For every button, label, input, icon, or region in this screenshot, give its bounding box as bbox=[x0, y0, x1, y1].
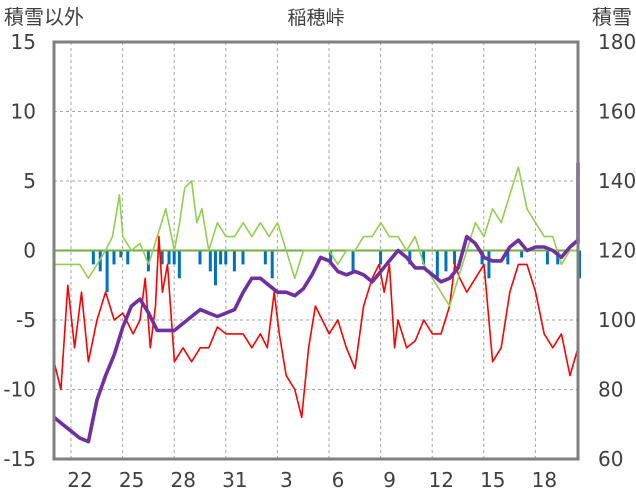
x-tick-label: 25 bbox=[119, 468, 144, 492]
blue-bar bbox=[119, 250, 123, 258]
left-tick-label: 5 bbox=[23, 169, 36, 193]
blue-bar bbox=[146, 250, 150, 272]
blue-bar bbox=[160, 250, 164, 265]
blue-bar bbox=[520, 250, 524, 258]
blue-bar bbox=[270, 250, 274, 279]
tick-labels: 15 10 5 0 -5 -10 -15 180 160 140 120 100 80 60 22 25 28 3… bbox=[3, 30, 636, 492]
x-tick-label: 3 bbox=[280, 468, 293, 492]
blue-bar bbox=[167, 250, 171, 265]
x-tick-label: 31 bbox=[222, 468, 247, 492]
blue-bar bbox=[422, 250, 426, 265]
blue-bar bbox=[219, 250, 223, 265]
purple-series-line bbox=[52, 161, 580, 444]
blue-bar bbox=[91, 250, 95, 265]
line-series bbox=[52, 161, 580, 444]
blue-bar bbox=[453, 250, 457, 265]
green-series-line bbox=[54, 166, 579, 307]
blue-bar bbox=[208, 250, 212, 272]
plot-frame bbox=[52, 40, 580, 461]
x-tick-label: 9 bbox=[383, 468, 396, 492]
blue-bar bbox=[241, 250, 245, 265]
x-tick-label: 22 bbox=[67, 468, 92, 492]
blue-bar bbox=[487, 250, 491, 279]
blue-bar bbox=[177, 250, 181, 279]
left-tick-label: -15 bbox=[3, 447, 36, 471]
blue-bar bbox=[98, 250, 102, 272]
x-tick-label: 6 bbox=[332, 468, 345, 492]
right-tick-label: 80 bbox=[598, 378, 623, 402]
left-tick-label: 0 bbox=[23, 239, 36, 263]
x-tick-label: 28 bbox=[170, 468, 195, 492]
right-tick-label: 120 bbox=[598, 239, 636, 263]
left-tick-label: 15 bbox=[11, 30, 36, 54]
left-axis-label: 積雪以外 bbox=[4, 5, 84, 29]
right-axis-label: 積雪 bbox=[592, 5, 632, 29]
right-tick-label: 180 bbox=[598, 30, 636, 54]
right-tick-label: 60 bbox=[598, 447, 623, 471]
blue-bar bbox=[126, 250, 130, 265]
x-tick-label: 18 bbox=[532, 468, 557, 492]
blue-bar bbox=[379, 250, 383, 265]
right-tick-label: 160 bbox=[598, 100, 636, 124]
x-tick-label: 12 bbox=[428, 468, 453, 492]
blue-bar bbox=[556, 250, 560, 265]
blue-bar bbox=[408, 250, 412, 265]
left-tick-label: -10 bbox=[3, 378, 36, 402]
blue-bar bbox=[263, 250, 267, 265]
x-tick-label: 15 bbox=[480, 468, 505, 492]
chart-title: 稲穂峠 bbox=[287, 7, 344, 29]
blue-bar bbox=[198, 250, 202, 265]
blue-bar bbox=[213, 250, 217, 286]
left-tick-label: 10 bbox=[11, 100, 36, 124]
blue-bar bbox=[329, 250, 333, 265]
blue-bar bbox=[172, 250, 176, 265]
blue-bar bbox=[351, 250, 355, 272]
blue-bar bbox=[232, 250, 236, 272]
blue-bar bbox=[506, 250, 510, 265]
blue-bar bbox=[435, 250, 439, 279]
left-tick-label: -5 bbox=[16, 308, 36, 332]
blue-bar bbox=[112, 250, 116, 265]
right-tick-label: 100 bbox=[598, 308, 636, 332]
blue-bar bbox=[105, 250, 109, 293]
blue-bar bbox=[444, 250, 448, 272]
blue-bar bbox=[224, 250, 228, 265]
blue-bar bbox=[545, 250, 549, 265]
right-tick-label: 140 bbox=[598, 169, 636, 193]
